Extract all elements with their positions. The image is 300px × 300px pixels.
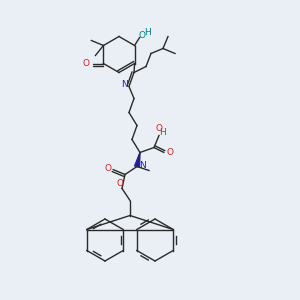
Text: N: N [121,80,128,89]
Text: O: O [104,164,112,173]
Text: N: N [139,161,146,170]
Text: O: O [138,31,145,40]
Polygon shape [135,152,140,167]
Text: O: O [116,179,124,188]
Text: H: H [160,128,167,137]
Text: O: O [155,124,163,133]
Text: O: O [167,148,173,157]
Text: O: O [83,59,90,68]
Text: H: H [144,28,151,37]
